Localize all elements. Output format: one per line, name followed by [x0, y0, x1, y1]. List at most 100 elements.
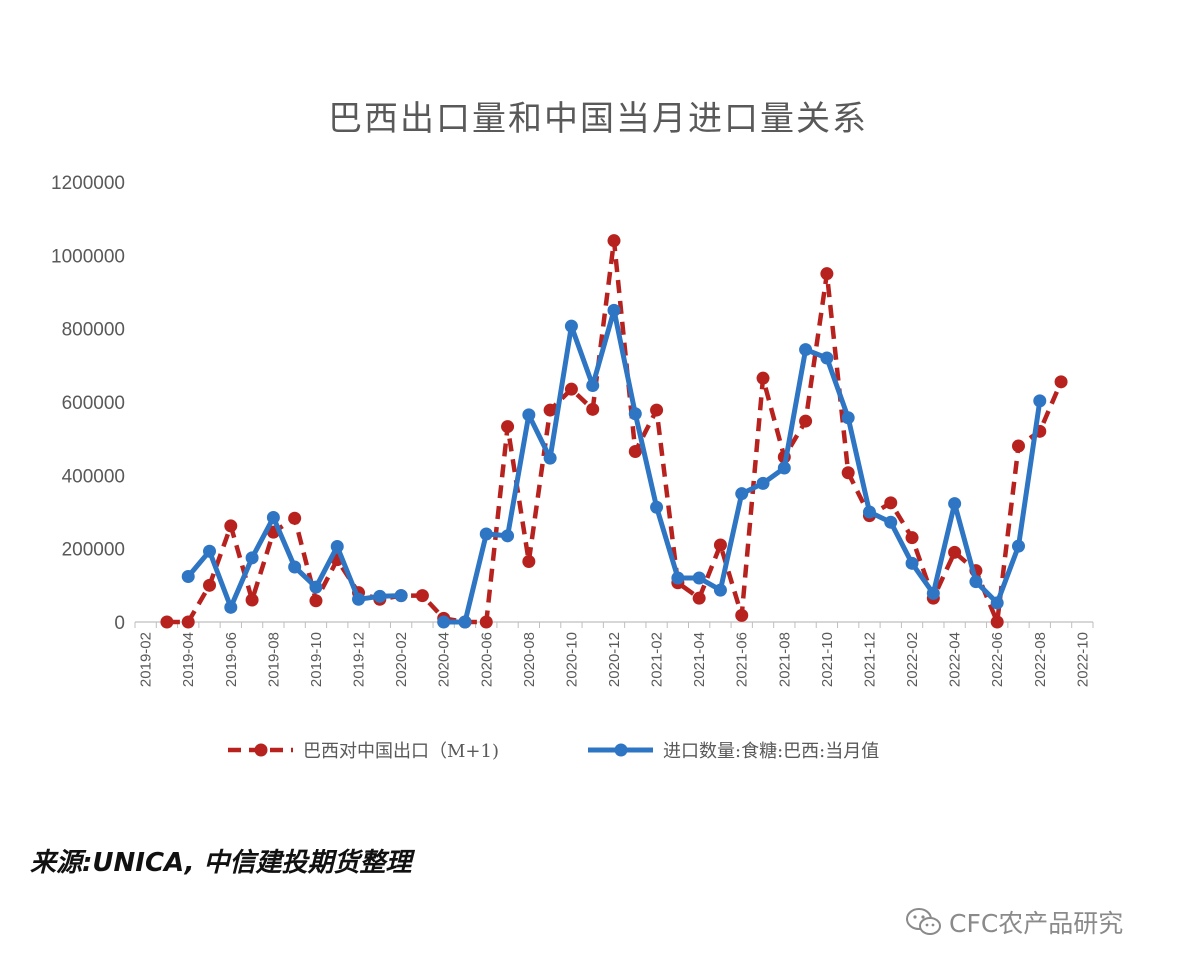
- data-point: [650, 500, 664, 514]
- data-point: [650, 403, 664, 417]
- x-tick-label: 2020-10: [563, 632, 580, 687]
- x-tick-label: 2020-06: [478, 632, 495, 687]
- x-tick-label: 2019-10: [308, 632, 325, 687]
- data-point: [820, 267, 834, 281]
- data-point: [628, 445, 642, 458]
- x-tick-label: 2020-04: [436, 632, 453, 687]
- data-point: [522, 408, 536, 422]
- data-point: [713, 583, 727, 597]
- data-point: [905, 531, 919, 545]
- data-point: [692, 571, 706, 585]
- legend-swatch-marker: [254, 743, 268, 757]
- data-point: [352, 592, 366, 606]
- data-point: [394, 589, 408, 603]
- data-point: [671, 571, 685, 585]
- x-tick-label: 2021-12: [861, 632, 878, 687]
- data-point: [181, 615, 195, 629]
- legend-label: 巴西对中国出口（M+1): [303, 741, 499, 762]
- data-point: [479, 615, 493, 629]
- x-tick-label: 2020-02: [393, 632, 410, 687]
- data-point: [841, 466, 855, 480]
- data-point: [735, 487, 749, 501]
- x-tick-label: 2019-02: [138, 632, 155, 687]
- data-point: [586, 402, 600, 416]
- data-point: [1033, 394, 1047, 408]
- data-point: [969, 575, 983, 589]
- y-tick-label: 600000: [62, 393, 125, 414]
- x-tick-label: 2022-08: [1032, 632, 1049, 687]
- data-point: [288, 560, 302, 574]
- data-point: [777, 461, 791, 475]
- legend-item-2: 进口数量:食糖:巴西:当月值: [588, 741, 879, 762]
- data-point: [479, 527, 493, 541]
- source-note: 来源:UNICA, 中信建投期货整理: [30, 848, 412, 878]
- data-point: [415, 589, 429, 603]
- data-point: [245, 551, 259, 565]
- data-point: [607, 303, 621, 317]
- y-tick-label: 0: [114, 613, 125, 634]
- data-point: [948, 545, 962, 559]
- data-point: [266, 511, 280, 524]
- series-layer: [160, 234, 1068, 629]
- legend-label: 进口数量:食糖:巴西:当月值: [663, 741, 879, 762]
- data-point: [203, 544, 217, 558]
- x-tick-label: 2021-08: [776, 632, 793, 687]
- data-point: [437, 615, 451, 629]
- y-tick-label: 800000: [62, 320, 125, 341]
- x-tick-label: 2019-08: [265, 632, 282, 687]
- data-point: [1011, 539, 1025, 553]
- data-point: [224, 519, 238, 533]
- x-tick-label: 2022-06: [989, 632, 1006, 687]
- data-point: [1011, 439, 1025, 453]
- data-point: [628, 407, 642, 421]
- x-tick-label: 2021-02: [649, 632, 666, 687]
- x-axis: 2019-02 2019-04 2019-06 2019-08 2019-10 2019-…: [134, 621, 1094, 687]
- data-point: [288, 511, 302, 525]
- x-tick-label: 2021-10: [819, 632, 836, 687]
- data-point: [564, 319, 578, 333]
- wechat-icon: [906, 908, 941, 935]
- data-point: [862, 505, 876, 519]
- data-point: [735, 608, 749, 622]
- data-point: [543, 451, 557, 465]
- data-point: [181, 570, 195, 584]
- x-tick-label: 2019-06: [223, 632, 240, 687]
- y-tick-label: 400000: [62, 466, 125, 487]
- data-point: [330, 539, 344, 553]
- data-point: [799, 343, 813, 357]
- x-tick-label: 2022-02: [904, 632, 921, 687]
- data-point: [1054, 375, 1068, 389]
- y-tick-label: 1200000: [51, 173, 125, 194]
- data-point: [501, 529, 515, 543]
- data-point: [309, 594, 323, 608]
- data-point: [543, 403, 557, 417]
- data-point: [160, 615, 174, 629]
- x-tick-label: 2020-12: [606, 632, 623, 687]
- x-tick-label: 2019-04: [180, 632, 197, 687]
- data-point: [990, 615, 1004, 629]
- data-point: [713, 538, 727, 552]
- x-tick-label: 2020-08: [521, 632, 538, 687]
- series-2: [181, 303, 1047, 629]
- data-point: [799, 414, 813, 428]
- data-point: [458, 615, 472, 629]
- y-tick-label: 200000: [62, 540, 125, 561]
- series-line: [166, 238, 1064, 625]
- data-point: [884, 515, 898, 529]
- data-point: [501, 420, 515, 434]
- data-point: [756, 476, 770, 490]
- data-point: [245, 593, 259, 607]
- y-axis: 0 200000 400000 600000 800000 1000000 1200000: [51, 173, 125, 634]
- x-tick-label: 2019-12: [351, 632, 368, 687]
- x-tick-label: 2022-10: [1074, 632, 1091, 687]
- data-point: [905, 556, 919, 570]
- data-point: [926, 586, 940, 600]
- watermark: CFC农产品研究: [905, 904, 1123, 940]
- x-tick-label: 2021-06: [734, 632, 751, 687]
- x-tick-label: 2022-04: [947, 632, 964, 687]
- series-line: [443, 307, 1043, 625]
- legend-item-1: 巴西对中国出口（M+1): [228, 741, 499, 762]
- data-point: [948, 497, 962, 511]
- data-point: [564, 382, 578, 396]
